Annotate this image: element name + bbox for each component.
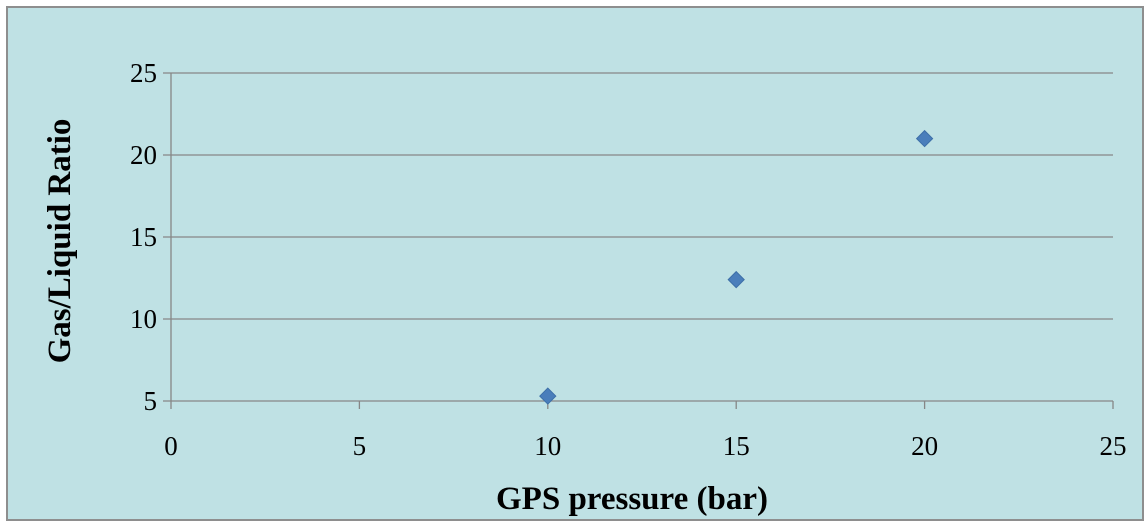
data-point-0-1 bbox=[727, 270, 745, 289]
x-tick-label-10: 10 bbox=[534, 431, 561, 461]
x-tick-label-5: 5 bbox=[353, 431, 367, 461]
x-tick-label-0: 0 bbox=[164, 431, 178, 461]
gridlines bbox=[163, 72, 1113, 402]
y-axis-title: Gas/Liquid Ratio bbox=[42, 119, 78, 364]
y-tick-label-25: 25 bbox=[130, 58, 157, 88]
chart-area bbox=[6, 6, 1144, 521]
y-tick-label-5: 5 bbox=[144, 386, 158, 416]
x-axis-title: GPS pressure (bar) bbox=[496, 481, 768, 517]
y-tick-label-20: 20 bbox=[130, 140, 157, 170]
x-tick-label-20: 20 bbox=[911, 431, 938, 461]
data-points bbox=[539, 129, 934, 405]
axes bbox=[170, 73, 1114, 409]
x-tick-label-15: 15 bbox=[723, 431, 750, 461]
data-point-0-2 bbox=[915, 129, 934, 148]
y-tick-label-10: 10 bbox=[130, 304, 157, 334]
data-point-0-0 bbox=[539, 387, 557, 405]
y-tick-label-15: 15 bbox=[130, 222, 157, 252]
x-tick-label-25: 25 bbox=[1100, 431, 1127, 461]
